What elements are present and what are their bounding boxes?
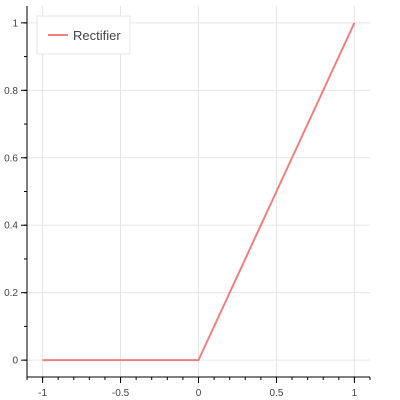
x-tick-label: -1 bbox=[38, 388, 47, 399]
y-tick-label: 1 bbox=[12, 18, 18, 29]
x-tick-label: 1 bbox=[352, 388, 358, 399]
x-tick-label: -0.5 bbox=[112, 388, 130, 399]
y-axis-ticks: 0 0.2 0.4 0.6 0.8 1 bbox=[4, 18, 27, 367]
y-tick-label: 0 bbox=[12, 356, 18, 367]
x-axis-ticks: -1 -0.5 0 0.5 1 bbox=[26, 377, 371, 399]
series-layer bbox=[42, 22, 356, 362]
y-tick-label: 0.2 bbox=[4, 288, 18, 299]
y-tick-label: 0.6 bbox=[4, 153, 18, 164]
legend-label-rectifier: Rectifier bbox=[73, 28, 121, 43]
y-tick-label: 0.8 bbox=[4, 86, 18, 97]
legend: Rectifier bbox=[36, 15, 131, 55]
y-tick-label: 0.4 bbox=[4, 221, 18, 232]
series-line-rectifier bbox=[42, 22, 356, 362]
x-tick-label: 0.5 bbox=[270, 388, 284, 399]
x-tick-label: 0 bbox=[196, 388, 202, 399]
